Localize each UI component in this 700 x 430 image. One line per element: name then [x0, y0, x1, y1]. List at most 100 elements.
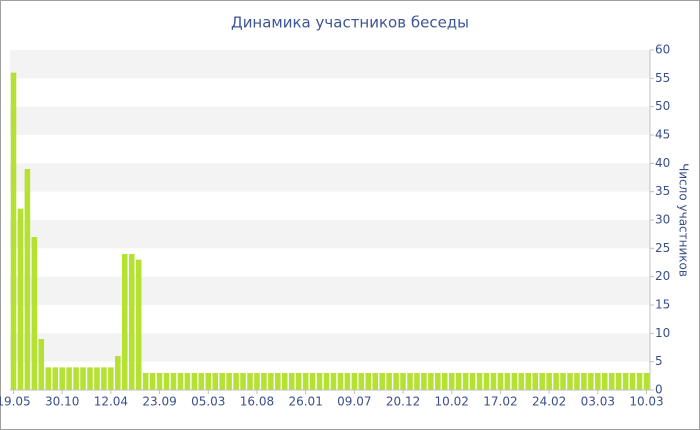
- bar: [462, 373, 469, 390]
- bar: [546, 373, 552, 390]
- bar: [386, 373, 392, 390]
- y-tick-label: 55: [655, 71, 670, 85]
- bar: [602, 373, 608, 390]
- x-tick-label: 12.04: [94, 395, 128, 409]
- bar: [163, 373, 170, 390]
- x-tick-label: 24.02: [532, 395, 566, 409]
- bar: [226, 373, 232, 390]
- x-tick-label: 23.09: [142, 395, 176, 409]
- bar: [567, 373, 573, 390]
- bar: [45, 367, 52, 390]
- bar: [372, 373, 378, 390]
- bar: [323, 373, 330, 390]
- bar: [94, 367, 100, 390]
- bar: [66, 367, 72, 390]
- bar: [615, 373, 622, 390]
- bar: [608, 373, 615, 390]
- x-tick-label: 17.02: [483, 395, 517, 409]
- bar: [448, 373, 455, 390]
- x-tick-label: 09.07: [337, 395, 371, 409]
- y-tick-label: 10: [655, 326, 670, 340]
- bar: [108, 367, 114, 390]
- bar: [219, 373, 225, 390]
- bar: [282, 373, 288, 390]
- y-tick-label: 50: [655, 99, 670, 113]
- x-tick-label: 03.03: [581, 395, 615, 409]
- bar: [177, 373, 184, 390]
- bar: [511, 373, 518, 390]
- x-tick-label: 16.08: [240, 395, 274, 409]
- y-tick-label: 35: [655, 184, 670, 198]
- bar: [414, 373, 420, 390]
- bar: [393, 373, 399, 390]
- x-tick-label: 30.10: [45, 395, 79, 409]
- bar: [455, 373, 462, 390]
- bar: [351, 373, 358, 390]
- bar: [233, 373, 239, 390]
- bar: [80, 367, 86, 390]
- bar: [101, 367, 107, 390]
- bar: [316, 373, 323, 390]
- bar: [17, 208, 24, 390]
- bar: [330, 373, 337, 390]
- bar: [379, 373, 385, 390]
- bar: [24, 169, 31, 390]
- bar: [581, 373, 587, 390]
- y-tick-label: 40: [655, 156, 670, 170]
- bar: [59, 367, 65, 390]
- bar: [309, 373, 316, 390]
- y-tick-label: 5: [655, 354, 663, 368]
- bar: [574, 373, 580, 390]
- bar: [476, 373, 483, 390]
- bar: [421, 373, 427, 390]
- bar: [504, 373, 511, 390]
- y-tick-label: 0: [655, 383, 663, 397]
- bar: [52, 367, 58, 390]
- x-tick-label: 10.02: [435, 395, 469, 409]
- bar: [636, 373, 643, 390]
- y-tick-label: 20: [655, 269, 670, 283]
- grid-band: [10, 50, 650, 79]
- bar: [247, 373, 253, 390]
- bar: [490, 373, 497, 390]
- bar: [400, 373, 406, 390]
- bar: [643, 373, 650, 390]
- bar: [191, 373, 198, 390]
- bar: [337, 373, 344, 390]
- bar: [442, 373, 448, 390]
- bar: [428, 373, 434, 390]
- bar: [525, 373, 532, 390]
- bar: [539, 373, 545, 390]
- bar: [38, 339, 45, 390]
- bar: [483, 373, 490, 390]
- bar: [73, 367, 79, 390]
- bar: [595, 373, 601, 390]
- bar: [553, 373, 559, 390]
- bar: [268, 373, 274, 390]
- x-tick-label: 05.03: [191, 395, 225, 409]
- bar: [115, 356, 121, 390]
- bar: [156, 373, 163, 390]
- x-tick-label: 26.01: [288, 395, 322, 409]
- bar: [407, 373, 413, 390]
- bar: [302, 373, 309, 390]
- bar: [629, 373, 636, 390]
- bar: [87, 367, 93, 390]
- y-tick-label: 60: [655, 43, 670, 57]
- bar: [532, 373, 538, 390]
- bar: [254, 373, 260, 390]
- bar: [622, 373, 629, 390]
- bar: [10, 72, 17, 391]
- grid-band: [10, 163, 650, 192]
- bar: [560, 373, 566, 390]
- bar: [435, 373, 441, 390]
- bar: [240, 373, 246, 390]
- chart-title: Динамика участников беседы: [231, 14, 469, 32]
- bar: [365, 373, 372, 390]
- bar: [31, 237, 38, 390]
- bar: [261, 373, 267, 390]
- grid-band: [10, 106, 650, 135]
- grid-band: [10, 220, 650, 249]
- x-tick-label: 19.05: [0, 395, 31, 409]
- bar: [205, 373, 212, 390]
